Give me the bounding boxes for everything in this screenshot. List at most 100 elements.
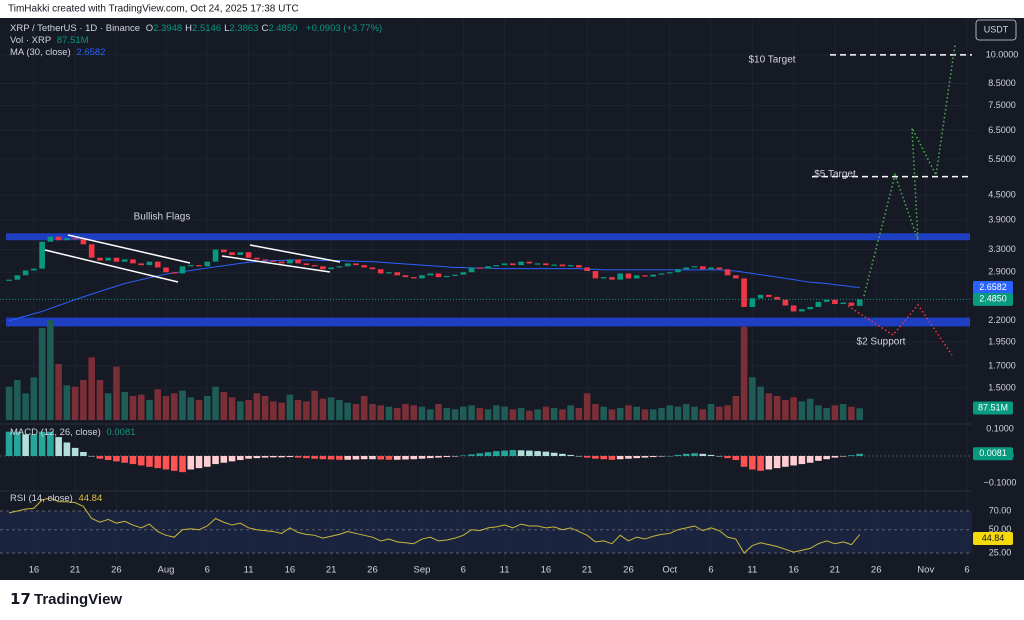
macd-bar: [220, 455, 228, 463]
x-tick-label: 16: [285, 565, 296, 576]
candle: [741, 278, 747, 307]
volume-bar: [658, 408, 665, 420]
volume-bar: [625, 405, 632, 420]
volume-bar: [162, 396, 170, 420]
volume-bar: [749, 377, 756, 420]
currency-button[interactable]: [975, 19, 1017, 41]
volume-bar: [38, 328, 46, 420]
macd-bar: [625, 455, 632, 459]
value-tag-label: 2.6582: [979, 282, 1007, 292]
x-tick-label: 6: [461, 565, 466, 576]
candle: [386, 272, 392, 274]
candle: [733, 275, 739, 279]
x-tick-label: 21: [582, 565, 593, 576]
macd-bar: [575, 455, 583, 457]
x-tick-label: 21: [830, 565, 841, 576]
x-tick-label: 21: [70, 565, 81, 576]
macd-bar: [393, 455, 401, 460]
legend-symbol: XRP / TetherUS · 1D · Binance O2.3948 H2.…: [10, 23, 385, 34]
y-tick-label: 1.5000: [988, 382, 1016, 392]
volume-bar: [575, 408, 583, 420]
candle: [625, 273, 632, 279]
volume-bar: [154, 389, 162, 420]
candle: [510, 263, 516, 266]
volume-bar: [765, 393, 773, 420]
volume-bar: [501, 406, 508, 420]
macd-bar: [856, 453, 863, 456]
candle: [559, 264, 566, 267]
candle: [435, 273, 442, 278]
zone: [6, 233, 970, 241]
candle: [361, 265, 367, 268]
volume-bar: [195, 400, 203, 420]
change: +0.0903 (+3.77%): [306, 23, 383, 34]
candle: [567, 265, 574, 267]
volume-bar: [228, 397, 236, 420]
value-tag: [973, 292, 1013, 306]
x-tick-label: 6: [964, 565, 969, 576]
volume-bar: [129, 396, 137, 420]
volume-bar: [782, 400, 789, 420]
volume-bar: [426, 409, 434, 420]
volume-bar: [418, 406, 426, 420]
macd-bar: [468, 454, 475, 456]
volume-bar: [443, 408, 451, 420]
macd-bar: [38, 431, 46, 456]
y-tick-label: 7.5000: [988, 100, 1016, 110]
candle: [72, 238, 78, 240]
y-tick-label: −0.1000: [984, 477, 1017, 487]
candle: [402, 275, 409, 278]
candle: [592, 271, 599, 279]
value-tag-label: 87.51M: [978, 402, 1008, 412]
volume-bar: [790, 397, 797, 420]
volume-title: Vol · XRP: [10, 35, 52, 46]
volume-bar: [344, 402, 351, 420]
y-tick-label: 10.0000: [986, 49, 1019, 59]
volume-bar: [360, 396, 368, 420]
candle: [254, 257, 260, 260]
candle: [311, 265, 318, 267]
y-tick-label: 6.5000: [988, 125, 1016, 135]
macd-bar: [203, 455, 211, 467]
macd-bar: [237, 455, 244, 461]
y-tick-label: 3.9000: [988, 215, 1016, 225]
macd-bar: [542, 451, 550, 456]
x-tick-label: 26: [367, 565, 378, 576]
candle: [683, 267, 690, 270]
macd-bar: [765, 455, 773, 470]
volume-bar: [220, 392, 228, 420]
candle: [551, 264, 557, 266]
candle: [749, 298, 756, 307]
volume-bar: [534, 409, 541, 420]
macd-bar: [113, 455, 120, 462]
candle: [716, 267, 723, 270]
candle: [518, 261, 524, 266]
x-tick-label: 26: [111, 565, 122, 576]
macd-bar: [63, 442, 71, 456]
macd-bar: [311, 455, 318, 459]
macd-value: 0.0081: [106, 427, 136, 438]
volume-bar: [798, 401, 806, 420]
currency[interactable]: USDT: [984, 24, 1009, 34]
candle: [650, 274, 657, 277]
volume-bar: [435, 404, 442, 420]
macd-bar: [550, 452, 558, 456]
volume-bar: [294, 400, 302, 420]
macd-bar: [170, 455, 178, 471]
logo-mark: 𝟭𝟳: [10, 591, 31, 608]
volume-bar: [493, 405, 500, 420]
volume-bar: [823, 408, 830, 420]
volume-bar: [245, 400, 252, 420]
value-tag: [973, 447, 1013, 461]
candle: [303, 263, 310, 266]
volume-bar: [682, 404, 690, 420]
macd-bar: [608, 455, 616, 460]
annotation: $2 Support: [857, 337, 906, 348]
macd-bar: [509, 450, 517, 456]
volume-bar: [616, 408, 624, 420]
candle: [724, 269, 731, 276]
symbol: XRP / TetherUS · 1D · Binance: [10, 23, 141, 34]
candle: [617, 273, 623, 280]
volume-bar: [179, 390, 186, 420]
